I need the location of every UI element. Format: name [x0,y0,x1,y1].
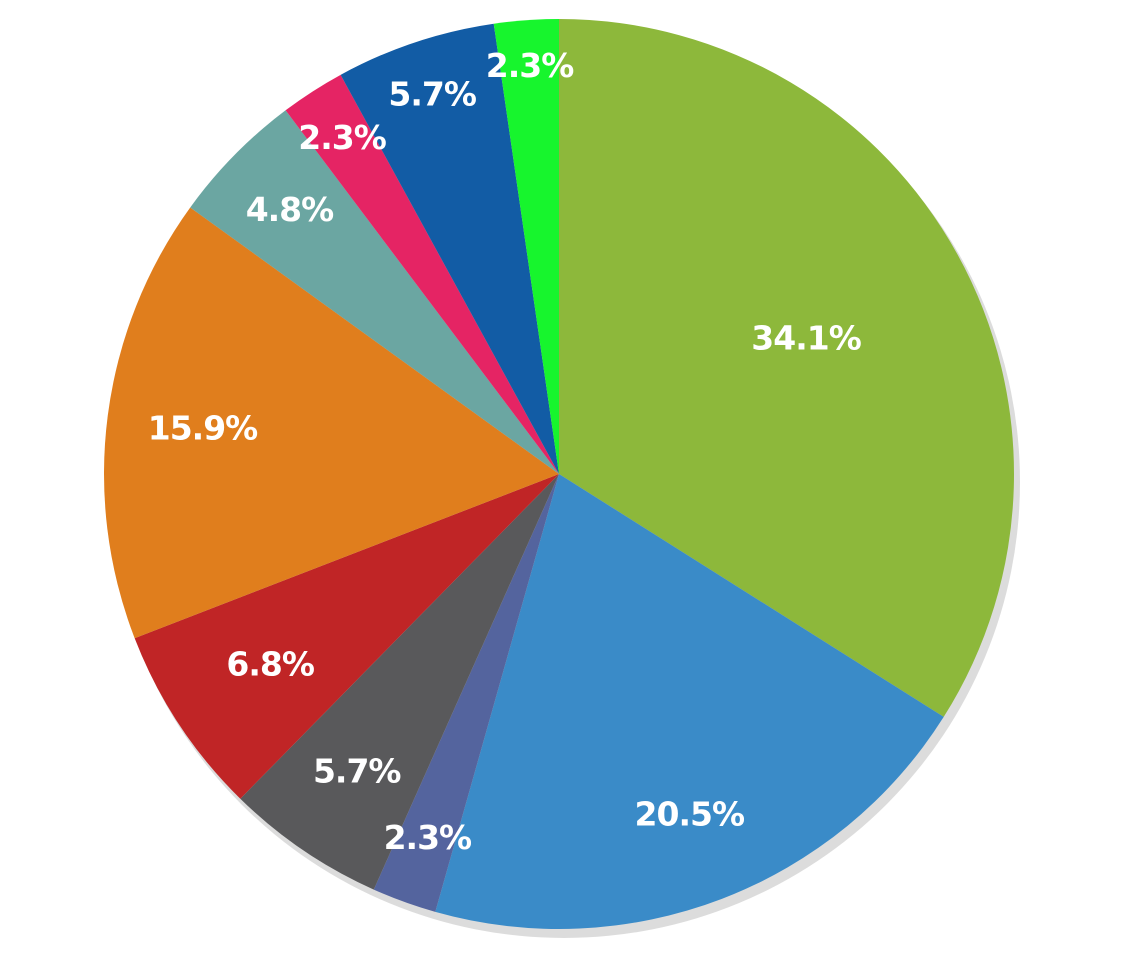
slice-label: 34.1% [751,318,861,357]
slice-label: 2.3% [384,818,472,857]
pie-labels: 34.1%20.5%2.3%5.7%6.8%15.9%4.8%2.3%5.7%2… [148,46,863,857]
slice-label: 2.3% [486,46,574,85]
pie-slices [104,19,1015,930]
pie-slice [285,74,559,475]
slice-label: 2.3% [298,118,386,157]
pie-slice [340,23,559,475]
pie-slice [104,207,560,639]
slice-label: 4.8% [246,190,334,229]
pie-slice [240,474,560,890]
slice-label: 15.9% [148,409,258,448]
pie-slice [373,474,559,912]
pie-slice [493,19,559,474]
pie-slice [435,474,944,930]
pie-slice [134,474,559,799]
slice-label: 20.5% [635,794,745,833]
slice-label: 5.7% [313,752,401,791]
slice-label: 6.8% [226,645,314,684]
slice-label: 5.7% [388,75,476,114]
pie-slice [190,110,559,474]
pie-slice [559,19,1015,717]
